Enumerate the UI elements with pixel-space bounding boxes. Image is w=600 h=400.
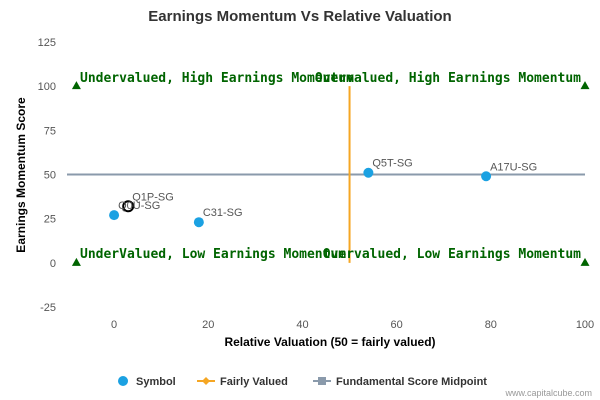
x-tick-label: 100 [576, 319, 594, 331]
data-point-label: Q5T-SG [372, 158, 412, 170]
quadrant-label-top-right: Overvalued, High Earnings Momentum [315, 71, 581, 86]
corner-triangle-marker [71, 81, 81, 90]
data-point-label: C31-SG [203, 207, 243, 219]
legend-fairly-valued-diamond [202, 377, 210, 385]
corner-triangle-marker [71, 257, 81, 266]
legend-item-midpoint[interactable]: Fundamental Score Midpoint [313, 376, 487, 388]
legend-label-midpoint: Fundamental Score Midpoint [336, 376, 487, 388]
legend-label-fairly-valued: Fairly Valued [220, 376, 288, 388]
y-tick-label: 75 [44, 125, 56, 137]
y-axis-title: Earnings Momentum Score [14, 97, 28, 253]
quadrant-corner-markers [71, 81, 590, 266]
legend-midpoint-square [318, 377, 326, 385]
x-tick-label: 40 [296, 319, 308, 331]
quadrant-label-bottom-right: Overvalued, Low Earnings Momentum [323, 247, 581, 262]
data-point[interactable] [193, 217, 204, 228]
legend-item-symbol[interactable]: Symbol [118, 376, 176, 388]
y-tick-label: 25 [44, 214, 56, 226]
x-tick-label: 80 [485, 319, 497, 331]
corner-triangle-marker [580, 81, 590, 90]
y-tick-label: -25 [40, 302, 56, 314]
data-point[interactable] [122, 200, 135, 213]
legend-label-symbol: Symbol [136, 376, 176, 388]
x-tick-label: 20 [202, 319, 214, 331]
chart-title: Earnings Momentum Vs Relative Valuation [148, 8, 451, 25]
x-axis-title: Relative Valuation (50 = fairly valued) [224, 335, 435, 349]
legend: Symbol Fairly Valued Fundamental Score M… [118, 376, 487, 388]
x-tick-label: 0 [111, 319, 117, 331]
legend-symbol-marker [118, 376, 128, 386]
credit-text: www.capitalcube.com [504, 388, 592, 398]
y-tick-label: 0 [50, 258, 56, 270]
quadrant-label-top-left: Undervalued, High Earnings Momentum [80, 71, 354, 86]
legend-item-fairly-valued[interactable]: Fairly Valued [197, 376, 288, 388]
y-tick-label: 100 [38, 81, 56, 93]
data-point[interactable] [481, 171, 492, 182]
data-point-label: A17U-SG [490, 161, 537, 173]
corner-triangle-marker [580, 257, 590, 266]
y-axis-ticks: 125 100 75 50 25 0 -25 [38, 37, 56, 314]
y-tick-label: 125 [38, 37, 56, 49]
data-point[interactable] [109, 210, 120, 221]
x-axis-ticks: 0 20 40 60 80 100 [111, 319, 594, 331]
data-point-label: Q1P-SG [132, 191, 174, 203]
quadrant-label-bottom-left: UnderValued, Low Earnings Momentum [80, 247, 346, 262]
data-point[interactable] [363, 167, 374, 178]
data-point-label: Q0U-SG [118, 200, 160, 212]
x-tick-label: 60 [391, 319, 403, 331]
y-tick-label: 50 [44, 170, 56, 182]
